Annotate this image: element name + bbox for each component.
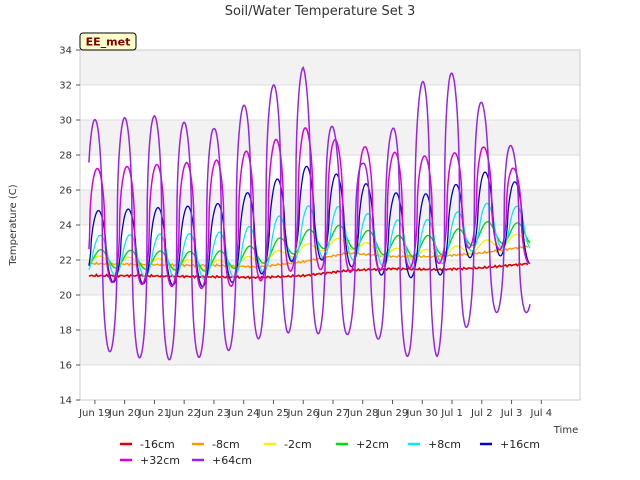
x-tick-label: Jun 20: [108, 408, 141, 419]
x-tick-label: Jun 21: [138, 408, 171, 419]
x-tick-label: Jul 3: [500, 408, 523, 419]
y-axis-ticks: 14 16 18 20 22 24 26 28 30 32 34: [59, 46, 80, 407]
x-tick-label: Jun 23: [197, 408, 230, 419]
grid-band: [80, 225, 580, 260]
x-tick-label: Jun 22: [167, 408, 200, 419]
y-axis-label: Temperature (C): [8, 184, 19, 266]
y-tick-label: 28: [59, 151, 72, 162]
y-tick-label: 20: [59, 291, 72, 302]
y-tick-label: 34: [59, 46, 72, 57]
legend-label: -8cm: [212, 438, 240, 451]
legend-label: -16cm: [140, 438, 175, 451]
x-tick-label: Jun 27: [316, 408, 349, 419]
legend-label: +32cm: [140, 454, 180, 467]
y-tick-label: 26: [59, 186, 72, 197]
grid-band: [80, 85, 580, 120]
x-axis-label: Time: [553, 425, 578, 436]
x-tick-label: Jul 1: [440, 408, 463, 419]
y-tick-label: 18: [59, 326, 72, 337]
x-tick-label: Jun 29: [376, 408, 409, 419]
chart-title: Soil/Water Temperature Set 3: [225, 4, 416, 19]
x-tick-label: Jun 19: [78, 408, 111, 419]
y-tick-label: 24: [59, 221, 72, 232]
y-tick-label: 32: [59, 81, 72, 92]
y-tick-label: 14: [59, 396, 72, 407]
y-tick-label: 30: [59, 116, 72, 127]
grid-band: [80, 365, 580, 400]
x-tick-label: Jun 28: [346, 408, 379, 419]
legend: -16cm -8cm -2cm +2cm +8cm +16cm +32cm +64cm: [120, 438, 540, 467]
x-tick-label: Jun 26: [286, 408, 319, 419]
plot-background: [79, 49, 581, 401]
series-line-64cm: [88, 65, 531, 361]
grid-band: [80, 295, 580, 330]
plot-lines: [88, 65, 531, 361]
x-tick-label: Jun 25: [257, 408, 290, 419]
legend-label: +16cm: [500, 438, 540, 451]
legend-label: +2cm: [356, 438, 389, 451]
y-tick-label: 22: [59, 256, 72, 267]
grid-band: [80, 330, 580, 365]
legend-label: +8cm: [428, 438, 461, 451]
grid-band: [80, 120, 580, 155]
legend-label: -2cm: [284, 438, 312, 451]
y-tick-label: 16: [59, 361, 72, 372]
legend-label: +64cm: [212, 454, 252, 467]
x-tick-label: Jun 24: [227, 408, 260, 419]
annotation-box: EE_met: [79, 32, 137, 51]
grid-band: [80, 50, 580, 85]
x-tick-label: Jul 2: [470, 408, 493, 419]
x-tick-label: Jun 30: [405, 408, 438, 419]
x-tick-label: Jul 4: [530, 408, 553, 419]
annotation-label: EE_met: [86, 36, 131, 49]
